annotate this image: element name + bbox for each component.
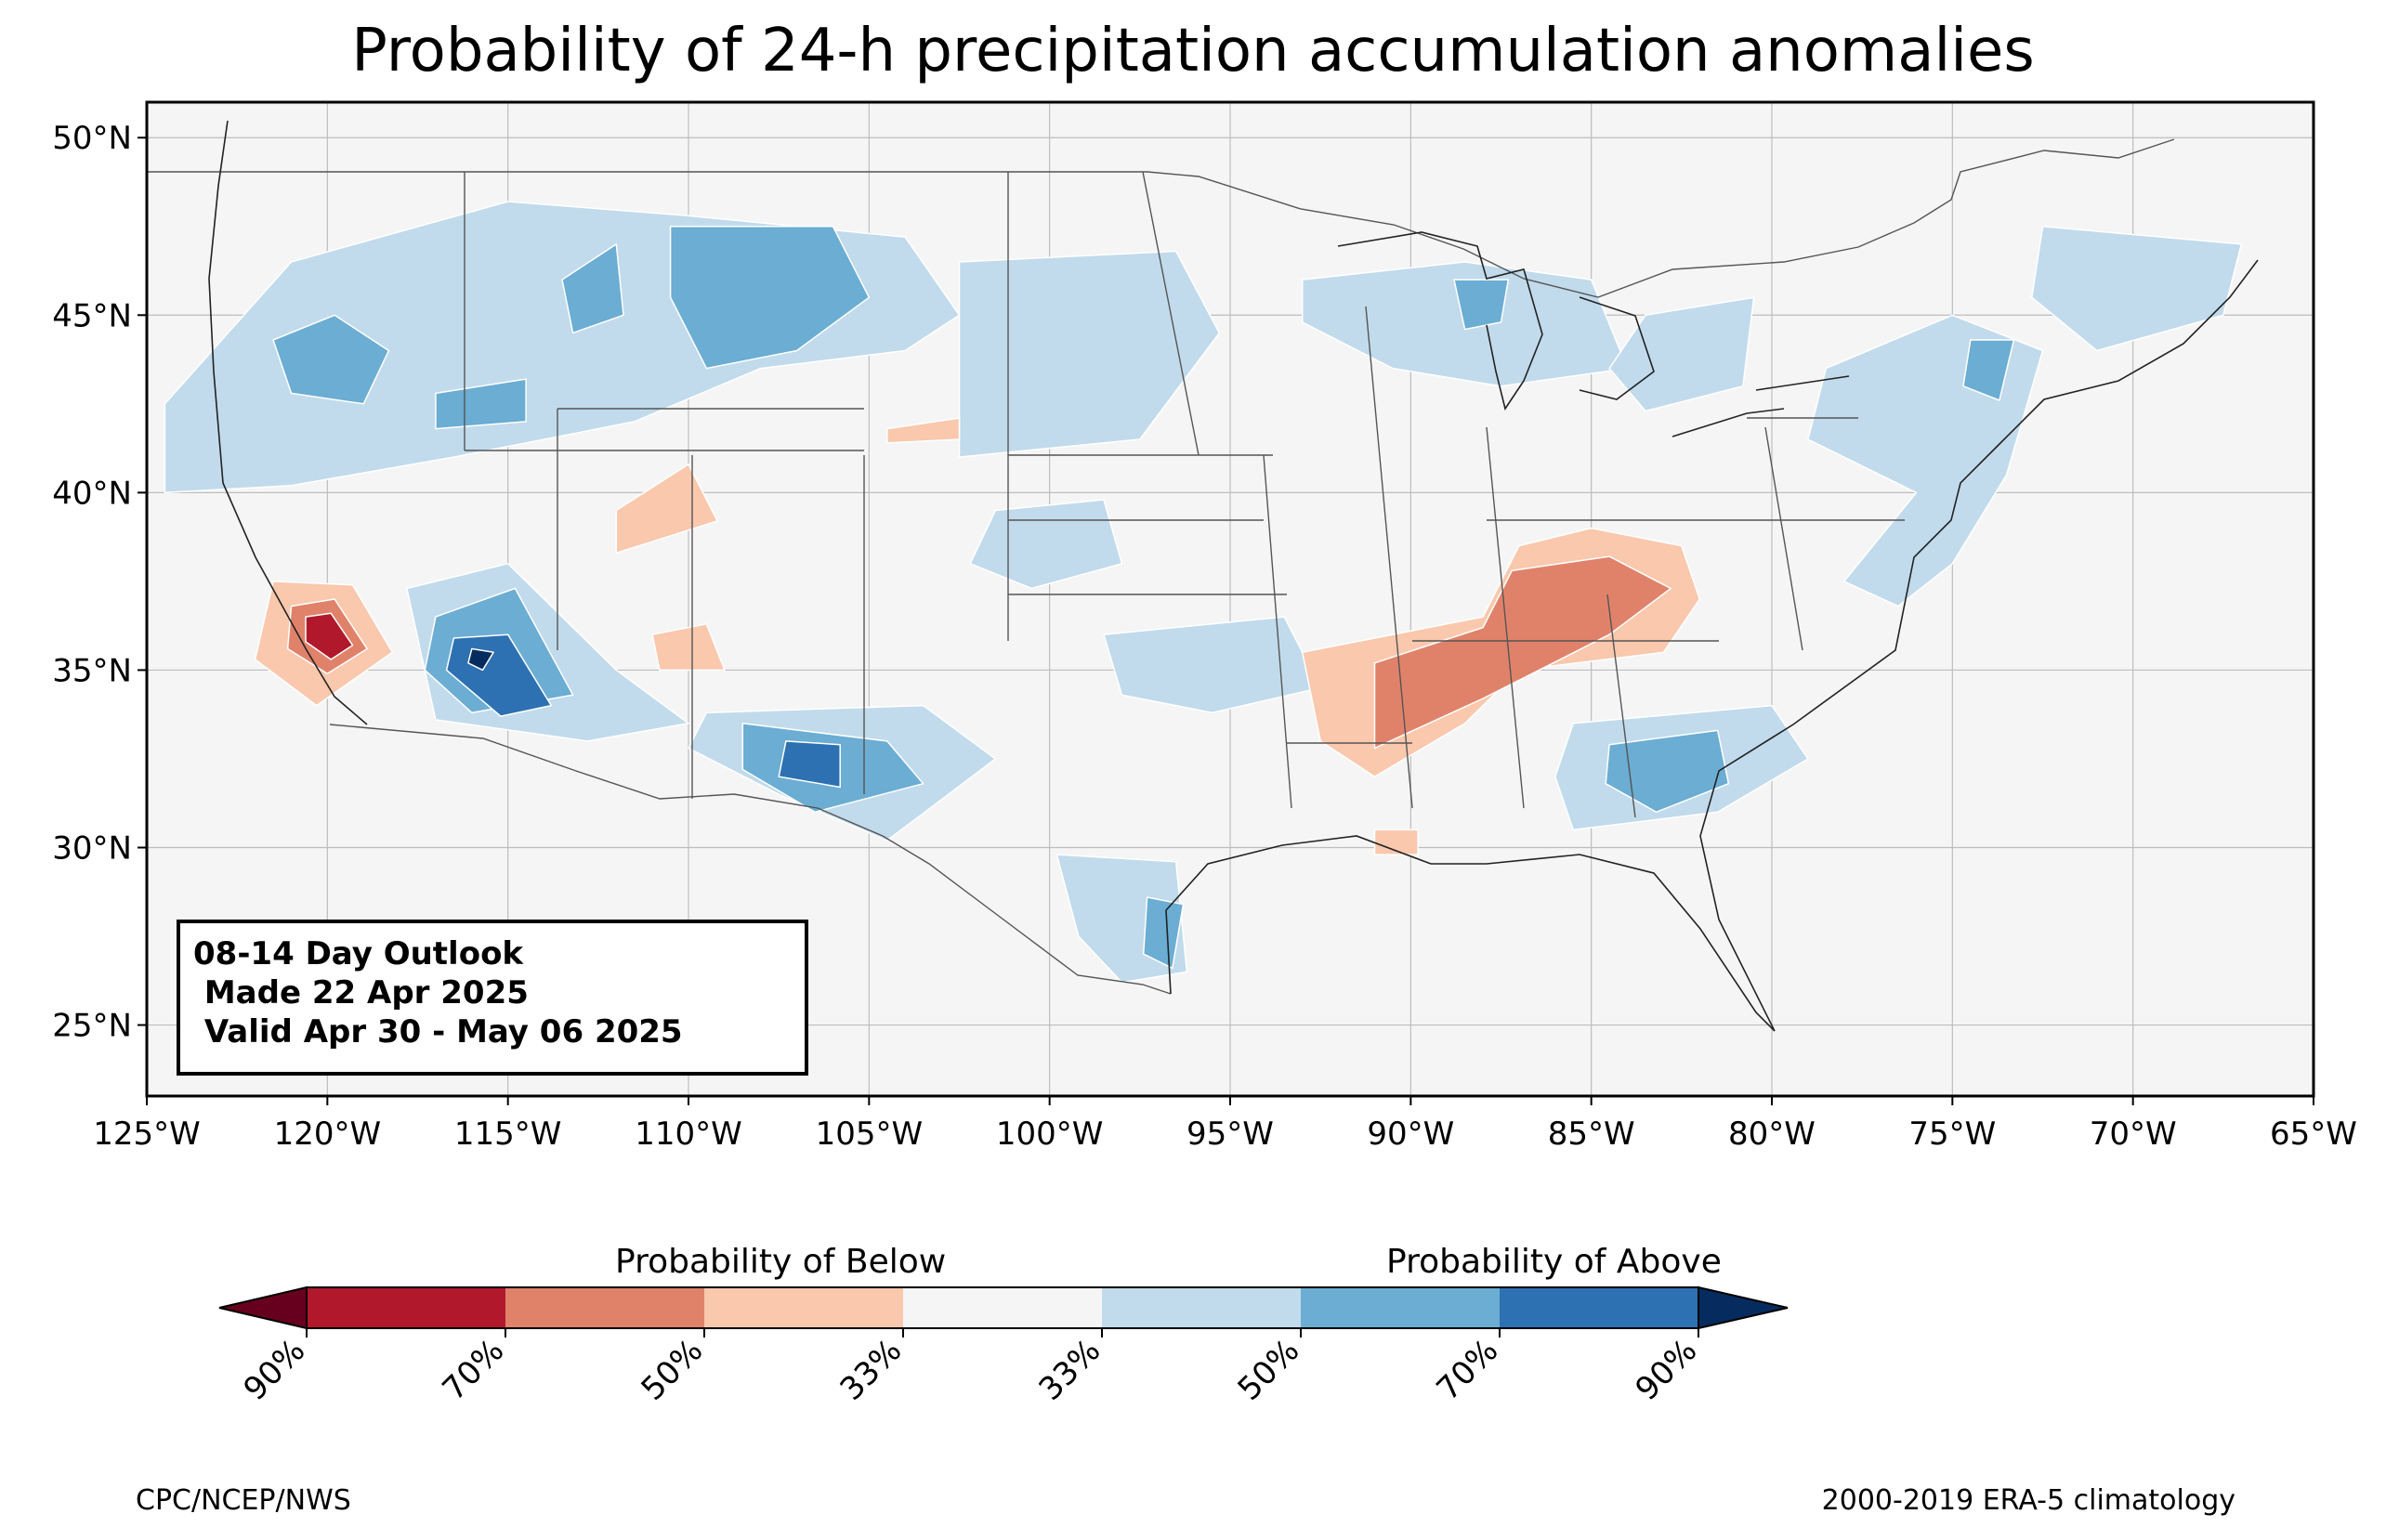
anomaly-region-above-50-70 <box>1142 896 1185 970</box>
pacific-coast <box>208 120 368 725</box>
lon-tick-label: 80°W <box>1728 1116 1816 1153</box>
lat-tick-label: 40°N <box>52 475 132 512</box>
coastline <box>208 120 2259 1032</box>
colorbar-swatch-neutral <box>903 1287 1102 1328</box>
credit-right: 2000-2019 ERA-5 climatology <box>1821 1484 2235 1517</box>
state-borders <box>147 138 2175 995</box>
colorbar-frame <box>306 1286 1699 1329</box>
colorbar-tick-label: 50% <box>1231 1332 1307 1408</box>
colorbar-swatch-above-70-90 <box>1500 1287 1698 1328</box>
lon-tick-label: 70°W <box>2090 1116 2177 1153</box>
gulf-coast <box>1165 835 1776 1032</box>
anomaly-region-above-50-70 <box>435 378 527 430</box>
atlantic-coast <box>1699 259 2259 1032</box>
anomaly-region-below-33-50 <box>886 417 961 444</box>
colorbar-extend-below <box>218 1286 308 1330</box>
colorbar-below-label: Probability of Below <box>615 1243 947 1281</box>
colorbar-swatch-below-70-90 <box>307 1287 505 1328</box>
colorbar-swatch-above-50-70 <box>1301 1287 1500 1328</box>
colorbar-swatch-above-33-50 <box>1102 1287 1301 1328</box>
colorbar-tick-label: 33% <box>833 1332 910 1408</box>
anomaly-contours <box>164 201 2243 984</box>
colorbar-swatch-below-50-70 <box>505 1287 704 1328</box>
anomaly-region-above-33-50 <box>2031 226 2243 352</box>
anomaly-region-below-33-50 <box>1373 829 1419 855</box>
map-title: Probability of 24-h precipitation accumu… <box>351 17 2035 85</box>
anomaly-region-above-70-90 <box>778 740 841 789</box>
colorbar-extend-above <box>1698 1286 1789 1330</box>
colorbar-tick-label: 70% <box>436 1332 512 1408</box>
us-canada-border <box>147 138 2175 298</box>
anomaly-region-below-70-90 <box>305 612 354 660</box>
anomaly-region-below-33-50 <box>651 623 726 672</box>
credit-left: CPC/NCEP/NWS <box>136 1484 351 1517</box>
lon-tick-label: 115°W <box>454 1116 562 1153</box>
lat-tick-label: 30°N <box>52 830 132 868</box>
lat-tick-label: 45°N <box>52 297 132 334</box>
lon-tick-label: 125°W <box>93 1116 201 1153</box>
anomaly-region-above-33-50 <box>958 250 1221 458</box>
colorbar-tick-label: 90% <box>237 1332 313 1408</box>
colorbar-tick-label: 33% <box>1032 1332 1108 1408</box>
anomaly-region-above-33-50 <box>1103 616 1321 714</box>
lon-tick-label: 105°W <box>816 1116 924 1153</box>
outlook-info-box: 08-14 Day Outlook Made 22 Apr 2025 Valid… <box>177 920 808 1076</box>
lon-tick-label: 65°W <box>2270 1116 2357 1153</box>
anomaly-region-above-50-70 <box>669 226 871 370</box>
colorbar-swatch-below-33-50 <box>704 1287 903 1328</box>
lat-tick-label: 50°N <box>52 120 132 157</box>
anomaly-region-above-50-70 <box>1453 279 1510 331</box>
anomaly-region-above-50-70 <box>1605 729 1730 814</box>
outlook-made-date: Made 22 Apr 2025 <box>193 974 529 1011</box>
outlook-period: 08-14 Day Outlook <box>193 935 524 972</box>
lon-tick-label: 100°W <box>996 1116 1104 1153</box>
anomaly-region-above-90 <box>467 647 494 672</box>
colorbar-tick-label: 50% <box>635 1332 711 1408</box>
anomaly-region-above-33-50 <box>1608 296 1755 412</box>
outlook-valid-dates: Valid Apr 30 - May 06 2025 <box>193 1013 683 1051</box>
colorbar-above-label: Probability of Above <box>1386 1243 1722 1281</box>
lon-tick-label: 90°W <box>1367 1116 1454 1153</box>
colorbar: 90% 70% 50% 33% 33% 50% 70% 90% <box>218 1286 1789 1408</box>
lat-tick-label: 35°N <box>52 652 132 689</box>
colorbar-tick-label: 90% <box>1629 1332 1705 1408</box>
lon-tick-label: 110°W <box>635 1116 742 1153</box>
lon-tick-label: 95°W <box>1186 1116 1274 1153</box>
state-line-1 <box>464 171 1803 818</box>
great-lakes <box>1337 231 1850 437</box>
lon-tick-label: 120°W <box>274 1116 382 1153</box>
longitude-axis: 125°W 120°W 115°W 110°W 105°W 100°W 95°W 90°W 85… <box>93 1096 2357 1153</box>
lon-tick-label: 75°W <box>1908 1116 1996 1153</box>
anomaly-region-above-50-70 <box>1962 339 2015 401</box>
latitude-axis: 25°N 30°N 35°N 40°N 45°N 50°N <box>52 120 147 1045</box>
lat-tick-label: 25°N <box>52 1008 132 1045</box>
anomaly-region-above-50-70 <box>561 243 624 334</box>
us-mexico-border <box>329 724 1172 995</box>
state-line-2 <box>465 408 1905 744</box>
anomaly-region-below-50-70 <box>1373 555 1672 750</box>
lon-tick-label: 85°W <box>1548 1116 1635 1153</box>
colorbar-tick-label: 70% <box>1430 1332 1506 1408</box>
anomaly-region-above-50-70 <box>272 314 390 405</box>
